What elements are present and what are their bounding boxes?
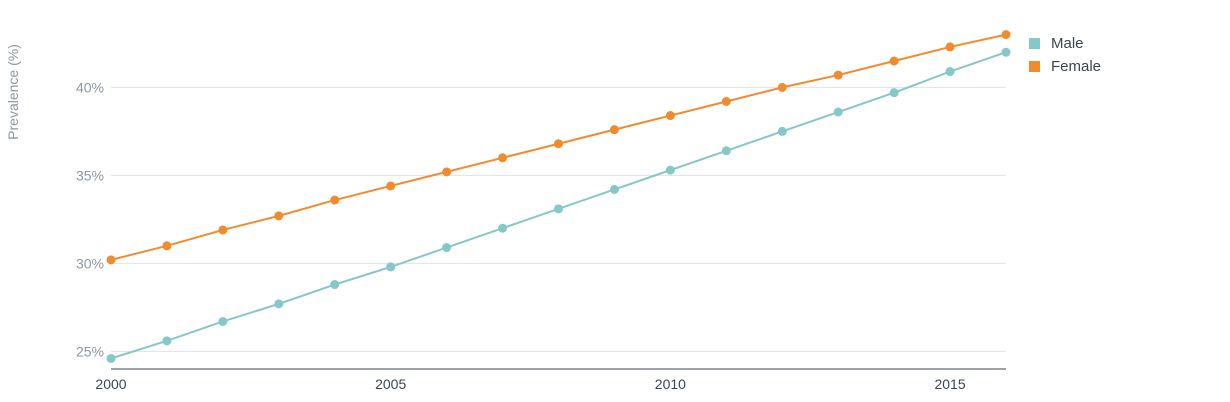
data-point-male[interactable] xyxy=(945,67,955,77)
legend-swatch-male xyxy=(1029,38,1040,49)
data-point-male[interactable] xyxy=(218,316,228,326)
data-point-male[interactable] xyxy=(162,336,172,346)
y-axis-label: Prevalence (%) xyxy=(5,44,21,140)
data-point-female[interactable] xyxy=(1001,30,1011,40)
x-tick-label: 2005 xyxy=(375,376,406,392)
data-point-male[interactable] xyxy=(554,204,563,214)
data-point-female[interactable] xyxy=(330,195,340,205)
data-point-male[interactable] xyxy=(889,88,899,98)
legend-label-male[interactable]: Male xyxy=(1051,35,1084,52)
legend-label-female[interactable]: Female xyxy=(1051,58,1101,75)
x-tick-label: 2015 xyxy=(934,376,965,392)
data-point-male[interactable] xyxy=(777,126,787,136)
data-point-male[interactable] xyxy=(665,165,675,175)
data-point-male[interactable] xyxy=(833,107,843,117)
data-point-female[interactable] xyxy=(554,139,563,149)
data-point-male[interactable] xyxy=(1001,47,1011,57)
y-tick-label: 35% xyxy=(76,167,104,183)
legend-swatch-female xyxy=(1029,61,1040,72)
data-point-female[interactable] xyxy=(665,111,675,121)
data-point-female[interactable] xyxy=(498,153,508,163)
data-point-female[interactable] xyxy=(833,70,843,80)
data-point-male[interactable] xyxy=(386,262,396,272)
y-axis-ticks: 25% 30% 35% 40% xyxy=(76,79,104,359)
data-point-female[interactable] xyxy=(162,241,172,251)
data-point-female[interactable] xyxy=(609,125,619,135)
series-points xyxy=(106,30,1011,363)
legend: Male Female xyxy=(1029,35,1101,75)
data-point-male[interactable] xyxy=(498,223,508,233)
data-point-female[interactable] xyxy=(274,211,284,221)
data-point-male[interactable] xyxy=(106,353,116,363)
y-tick-label: 25% xyxy=(76,343,104,359)
gridlines xyxy=(111,86,1006,352)
data-point-female[interactable] xyxy=(945,42,955,52)
data-point-female[interactable] xyxy=(106,255,116,265)
data-point-female[interactable] xyxy=(386,181,396,191)
y-tick-label: 40% xyxy=(76,79,104,95)
x-tick-label: 2010 xyxy=(655,376,686,392)
data-point-male[interactable] xyxy=(609,184,619,194)
data-point-female[interactable] xyxy=(889,56,899,66)
data-point-male[interactable] xyxy=(274,299,284,309)
x-axis-ticks: 2000 2005 2010 2015 xyxy=(95,376,965,392)
series-lines xyxy=(110,33,1007,360)
data-point-female[interactable] xyxy=(442,167,452,177)
data-point-female[interactable] xyxy=(777,82,787,92)
data-point-male[interactable] xyxy=(330,280,340,290)
data-point-male[interactable] xyxy=(442,243,452,253)
data-point-female[interactable] xyxy=(721,96,731,106)
y-tick-label: 30% xyxy=(76,255,104,271)
data-point-male[interactable] xyxy=(721,146,731,156)
x-tick-label: 2000 xyxy=(95,376,126,392)
data-point-female[interactable] xyxy=(218,225,228,235)
